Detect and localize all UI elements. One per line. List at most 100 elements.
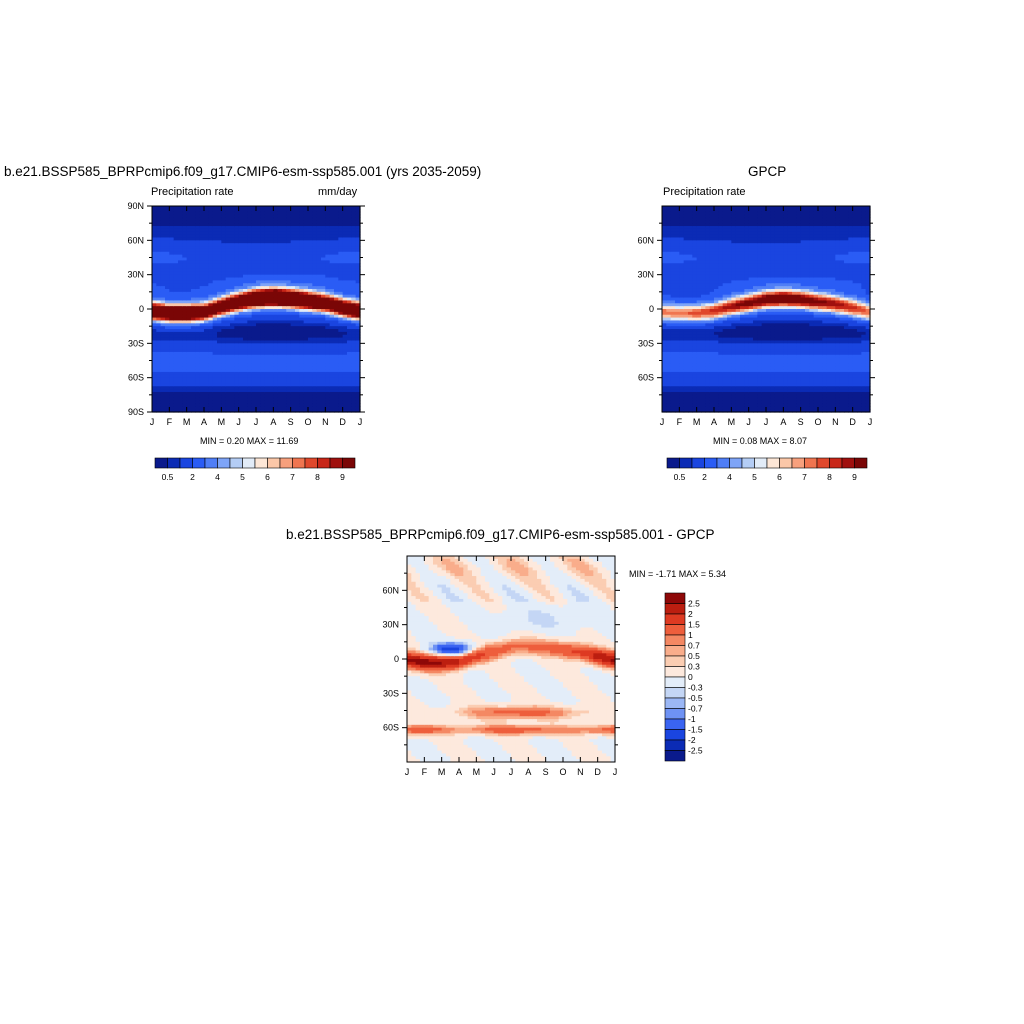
gpcp-cell	[705, 403, 711, 407]
gpcp-cell	[705, 254, 711, 259]
model-cell	[225, 297, 231, 302]
gpcp-cell	[714, 329, 719, 333]
model-cell	[269, 397, 274, 402]
model-cell	[295, 351, 300, 356]
model-cell	[234, 217, 240, 221]
model-cell	[156, 334, 162, 339]
model-cell	[308, 323, 313, 327]
gpcp-cell	[731, 271, 737, 276]
model-cell	[260, 363, 266, 367]
model-cell	[260, 360, 266, 364]
model-cell	[251, 349, 257, 353]
model-cell	[260, 403, 266, 407]
gpcp-cell	[679, 397, 685, 402]
model-cell	[334, 246, 339, 250]
model-cell	[156, 406, 162, 410]
model-cell	[212, 226, 218, 230]
model-cell	[273, 380, 279, 384]
gpcp-cell	[688, 346, 693, 350]
model-cell	[325, 223, 331, 227]
model-cell	[173, 383, 179, 387]
gpcp-cell	[705, 263, 711, 267]
model-cell	[299, 206, 305, 210]
model-cell	[199, 369, 205, 373]
model-cell	[277, 366, 283, 370]
model-cell	[230, 277, 235, 281]
model-cell	[338, 363, 344, 367]
model-cell	[208, 248, 214, 253]
gpcp-cell	[696, 406, 702, 410]
model-cell	[165, 377, 170, 382]
gpcp-cell	[692, 329, 698, 333]
gpcp-cell	[692, 349, 698, 353]
model-cell	[221, 283, 227, 287]
gpcp-cell	[675, 211, 680, 216]
gpcp-cell	[744, 320, 750, 324]
gpcp-cell	[696, 357, 702, 362]
gpcp-cell	[714, 340, 719, 344]
model-cell	[225, 409, 231, 413]
model-cell	[156, 283, 162, 287]
panel-units-label: mm/day	[318, 186, 358, 198]
model-cell	[312, 246, 318, 250]
model-cell	[325, 340, 331, 344]
model-cell	[256, 400, 261, 405]
gpcp-cell	[705, 320, 711, 324]
model-cell	[338, 280, 344, 284]
gpcp-cell	[692, 300, 698, 304]
model-cell	[256, 283, 261, 287]
gpcp-cell	[683, 263, 689, 267]
model-cell	[303, 326, 309, 330]
gpcp-cell	[727, 406, 732, 410]
gpcp-cell	[688, 243, 693, 247]
model-cell	[217, 309, 222, 313]
gpcp-cell	[709, 391, 715, 396]
model-cell	[191, 346, 196, 350]
model-cell	[290, 317, 296, 322]
model-cell	[256, 374, 261, 379]
model-cell	[286, 391, 292, 396]
model-cell	[217, 391, 222, 396]
model-cell	[256, 309, 261, 313]
model-cell	[212, 337, 218, 342]
gpcp-cell	[666, 371, 672, 376]
model-cell	[316, 331, 322, 336]
model-cell	[282, 371, 287, 376]
colorbar-model-label: 6	[265, 472, 270, 482]
model-cell	[269, 354, 274, 359]
gpcp-cell	[666, 394, 672, 399]
model-cell	[234, 369, 240, 373]
gpcp-cell	[718, 300, 724, 304]
model-cell	[321, 337, 326, 342]
model-cell	[186, 277, 192, 281]
model-cell	[160, 206, 166, 210]
model-cell	[312, 329, 318, 333]
model-cell	[342, 317, 348, 322]
model-cell	[152, 271, 157, 276]
model-cell	[299, 214, 305, 219]
model-cell	[299, 280, 305, 284]
gpcp-cell	[683, 409, 689, 413]
model-cell	[221, 306, 227, 310]
model-cell	[295, 297, 300, 302]
model-cell	[195, 288, 201, 293]
gpcp-cell	[714, 349, 719, 353]
model-cell	[325, 248, 331, 253]
gpcp-cell	[666, 409, 672, 413]
model-cell	[217, 331, 222, 336]
model-cell	[277, 343, 283, 347]
model-cell	[303, 343, 309, 347]
model-cell	[295, 320, 300, 324]
model-cell	[204, 283, 209, 287]
model-cell	[169, 366, 175, 370]
model-cell	[325, 343, 331, 347]
model-xtick-label: D	[339, 417, 346, 427]
model-cell	[338, 231, 344, 236]
model-cell	[191, 248, 196, 253]
model-cell	[225, 340, 231, 344]
model-cell	[238, 383, 244, 387]
gpcp-cell	[675, 406, 680, 410]
model-cell	[191, 286, 196, 290]
model-cell	[225, 268, 231, 273]
gpcp-cell	[718, 391, 724, 396]
